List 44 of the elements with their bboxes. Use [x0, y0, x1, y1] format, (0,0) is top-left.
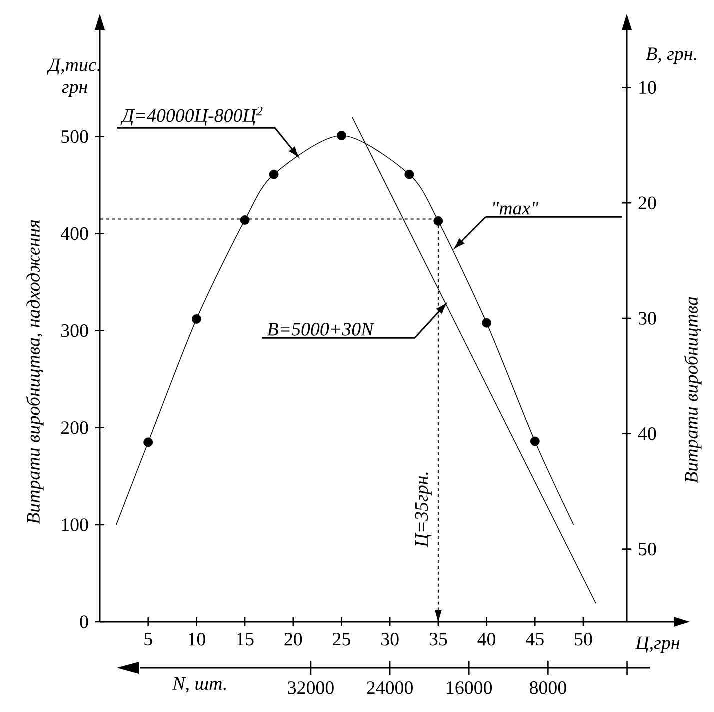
y2-tick-label: 50	[639, 542, 656, 556]
x-axis-title: Ц,грн	[635, 636, 680, 654]
point	[404, 170, 414, 180]
x2-tick-label: 24000	[367, 682, 413, 694]
x-tick-label: 40	[478, 633, 496, 646]
annotation: Д=40000Ц-800Ц$^{2}$	[120, 106, 263, 126]
y-tick-label: 200	[61, 422, 88, 434]
y-tick-label: 300	[62, 324, 88, 338]
y-tick-label: 100	[62, 518, 88, 532]
x2-tick-label: 8000	[530, 682, 566, 694]
y2-tick-label: 20	[638, 196, 656, 210]
point	[530, 436, 540, 446]
point	[434, 216, 444, 226]
annotation: В=5000+30N	[267, 323, 375, 336]
y2-tick-label: 40	[638, 428, 656, 440]
point	[482, 318, 492, 328]
point	[240, 216, 250, 225]
x2-tick-label: 16000	[447, 682, 492, 694]
x-tick-label: 20	[284, 633, 302, 646]
x-tick-label: 45	[526, 633, 544, 646]
y-tick-label: 400	[60, 227, 88, 240]
x-tick-label: 10	[188, 633, 206, 646]
y2-tick-label: 30	[638, 312, 656, 325]
x-tick-label: 50	[575, 633, 592, 646]
y-axis-title: Витрати виробництва, надходження	[26, 220, 44, 524]
point	[192, 314, 202, 324]
text: В, грн.	[646, 48, 696, 64]
x-tick-label: 5	[144, 633, 152, 646]
x2-axis-title: N, шт.	[172, 678, 226, 693]
text: Д,тис. грн	[47, 58, 100, 98]
x2-tick-label: 32000	[288, 682, 334, 694]
x-tick-label: 30	[382, 633, 399, 646]
y-tick-label: 0	[80, 616, 88, 628]
x-tick-label: 25	[333, 633, 350, 646]
x-tick-label: 35	[430, 633, 448, 646]
point	[144, 438, 154, 448]
point	[337, 131, 346, 140]
ref-line-label: Ц=35грн.	[415, 472, 432, 548]
y2-axis-title: Витрати виробництва	[684, 297, 702, 484]
y-tick-label: 500	[62, 130, 88, 144]
y2-tick-label: 10	[640, 81, 656, 94]
annotation: "max"	[494, 202, 539, 215]
point	[269, 170, 279, 180]
x-tick-label: 15	[237, 633, 254, 646]
